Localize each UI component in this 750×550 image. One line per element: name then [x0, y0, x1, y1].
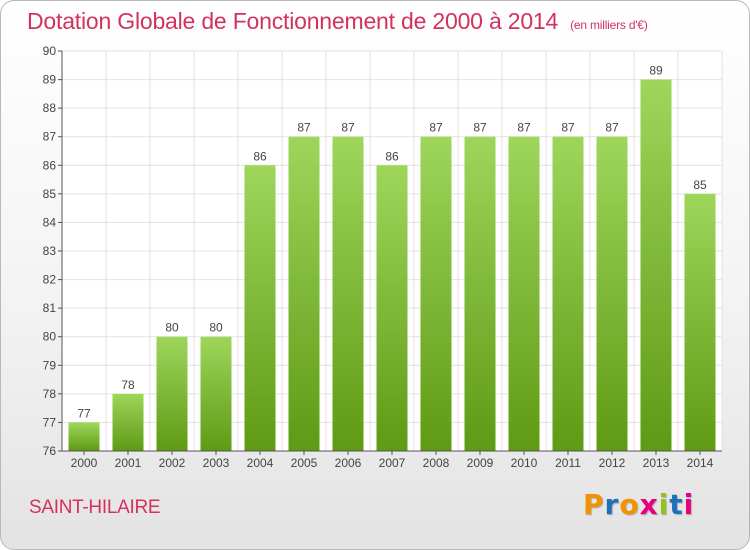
y-tick-label: 86: [43, 158, 57, 172]
y-tick-label: 76: [43, 444, 57, 458]
y-tick-label: 90: [43, 44, 57, 58]
chart-title-text: Dotation Globale de Fonctionnement de 20…: [27, 8, 559, 34]
x-tick-label: 2011: [555, 456, 581, 470]
y-tick-label: 78: [43, 387, 57, 401]
chart-title: Dotation Globale de Fonctionnement de 20…: [27, 8, 648, 35]
bar-2008: [420, 136, 452, 451]
bar-2012: [596, 136, 628, 451]
x-tick-label: 2013: [643, 456, 670, 470]
data-label: 77: [77, 406, 91, 420]
data-label: 87: [605, 121, 619, 135]
y-tick-label: 89: [43, 73, 57, 87]
x-tick-label: 2003: [203, 456, 230, 470]
bar-2010: [508, 136, 540, 451]
bar-2004: [244, 165, 276, 452]
logo-letter: i: [683, 488, 695, 521]
x-tick-label: 2009: [467, 456, 494, 470]
y-tick-label: 79: [43, 358, 57, 372]
x-tick-label: 2004: [247, 456, 274, 470]
bar-2009: [464, 136, 496, 451]
proxiti-logo: Proxiti: [583, 488, 694, 521]
logo-letter: o: [619, 488, 640, 521]
data-label: 87: [341, 121, 355, 135]
data-label: 85: [693, 178, 707, 192]
logo-letter: i: [658, 488, 670, 521]
bar-2001: [112, 393, 144, 451]
bar-2003: [200, 336, 232, 451]
x-tick-label: 2014: [687, 456, 714, 470]
data-label: 87: [429, 121, 443, 135]
bar-2011: [552, 136, 584, 451]
x-tick-label: 2001: [115, 456, 142, 470]
data-label: 80: [209, 321, 223, 335]
x-tick-label: 2010: [511, 456, 538, 470]
bar-2007: [376, 165, 408, 452]
bar-2002: [156, 336, 188, 451]
logo-letter: P: [583, 488, 605, 521]
commune-name: SAINT-HILAIRE: [29, 497, 161, 518]
bar-2006: [332, 136, 364, 451]
y-tick-label: 77: [43, 415, 57, 429]
y-tick-label: 87: [43, 130, 57, 144]
x-tick-label: 2000: [71, 456, 98, 470]
x-tick-label: 2006: [335, 456, 362, 470]
bar-2013: [640, 79, 672, 452]
y-tick-label: 80: [43, 330, 57, 344]
data-label: 89: [649, 64, 663, 78]
data-label: 86: [385, 149, 399, 163]
data-label: 80: [165, 321, 179, 335]
y-tick-label: 83: [43, 244, 57, 258]
data-label: 86: [253, 149, 267, 163]
x-tick-label: 2012: [599, 456, 626, 470]
data-label: 87: [517, 121, 531, 135]
data-label: 87: [561, 121, 575, 135]
data-label: 78: [121, 378, 135, 392]
data-label: 87: [297, 121, 311, 135]
bar-2000: [68, 422, 100, 451]
bar-2014: [684, 193, 716, 451]
x-tick-label: 2002: [159, 456, 186, 470]
chart-unit: (en milliers d'€): [570, 18, 648, 32]
y-tick-label: 82: [43, 273, 57, 287]
x-tick-label: 2005: [291, 456, 318, 470]
logo-letter: r: [604, 488, 620, 521]
logo-letter: x: [639, 488, 659, 521]
bar-2005: [288, 136, 320, 451]
x-tick-label: 2008: [423, 456, 450, 470]
data-label: 87: [473, 121, 487, 135]
y-tick-label: 84: [43, 215, 57, 229]
y-tick-label: 85: [43, 187, 57, 201]
x-tick-label: 2007: [379, 456, 406, 470]
y-tick-label: 81: [43, 301, 57, 315]
y-tick-label: 88: [43, 101, 57, 115]
logo-letter: t: [669, 488, 684, 521]
